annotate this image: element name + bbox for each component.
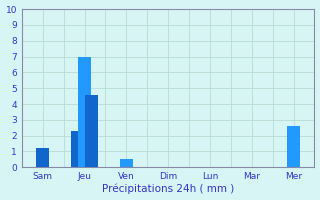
Bar [287, 126, 300, 167]
Bar [71, 131, 84, 167]
Bar [78, 57, 91, 167]
Bar [36, 148, 49, 167]
Bar [85, 95, 99, 167]
Bar [120, 159, 133, 167]
X-axis label: Précipitations 24h ( mm ): Précipitations 24h ( mm ) [102, 184, 234, 194]
